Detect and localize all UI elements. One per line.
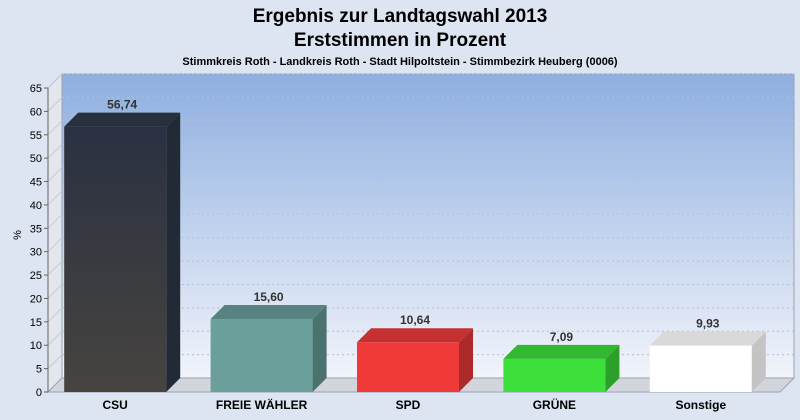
gridline-side [47,120,63,136]
bar-value-label: 10,64 [400,313,430,327]
bar-value-label: 15,60 [254,290,284,304]
bar-top [210,305,327,320]
chart-title: Ergebnis zur Landtagswahl 2013 [253,6,548,27]
bar-top [503,344,620,359]
chart-district-subtitle: Stimmkreis Roth - Landkreis Roth - Stadt… [182,56,618,68]
bar-spd: 10,64 [357,313,473,392]
y-tick-label: 60 [30,106,42,118]
y-tick-label: 50 [30,153,42,165]
y-tick-label: 45 [30,177,42,189]
bar-value-label: 7,09 [550,330,574,344]
y-tick-label: 0 [36,387,42,399]
y-tick-label: 40 [30,200,42,212]
bar-side [166,112,181,393]
x-tick-label: CSU [103,398,128,412]
y-tick-label: 25 [30,270,42,282]
bar-front [64,126,167,393]
y-tick-label: 15 [30,317,42,329]
chart-subtitle: Erststimmen in Prozent [294,30,507,51]
y-tick-label: 55 [30,130,42,142]
gridline-side [47,330,63,346]
y-tick-label: 20 [30,293,42,305]
x-tick-label: Sonstige [675,398,726,412]
x-tick-label: GRÜNE [533,397,576,412]
gridline-side [47,354,63,369]
y-tick-label: 65 [30,83,42,95]
bar-freie-w-hler: 15,60 [210,290,327,392]
gridline-side [47,97,63,112]
x-tick-label: FREIE WÄHLER [216,397,308,412]
x-axis: CSU FREIE WÄHLER SPD GRÜNE Sonstige [103,397,727,412]
bar-csu: 56,74 [64,98,181,393]
plot-side-wall [47,72,63,394]
bar-value-label: 9,93 [696,317,720,331]
bar-side [459,328,473,392]
gridline-side [47,73,63,89]
gridline-side [47,167,63,182]
bar-sonstige: 9,93 [649,317,766,392]
bar-side [751,331,766,392]
bar-gr-ne: 7,09 [503,330,620,392]
y-tick-label: 30 [30,247,42,259]
bar-top [649,331,766,346]
bar-top [357,328,473,343]
gridline-side [47,237,63,253]
gridline-side [47,143,63,159]
gridline-side [47,307,63,323]
y-tick-label: 35 [30,223,42,235]
y-tick-label: 5 [36,364,42,376]
bar-side [605,344,620,392]
bar-top [64,112,181,127]
bars: 56,74 15,60 10,64 7,09 9,93 [64,98,766,393]
bar-front [357,342,459,392]
bar-front [503,358,606,392]
bar-front [649,345,752,392]
bar-value-label: 56,74 [107,98,137,112]
bar-side [312,305,327,392]
x-tick-label: SPD [396,398,421,412]
gridline-side [47,190,63,206]
gridline-side [47,284,63,299]
y-axis-label: % [12,230,24,240]
gridline-side [47,260,63,276]
y-tick-label: 10 [30,340,42,352]
gridline-side [47,213,63,229]
bar-front [210,319,313,392]
y-axis: 0 5 10 15 20 25 30 35 40 45 50 55 60 65 [30,83,49,399]
